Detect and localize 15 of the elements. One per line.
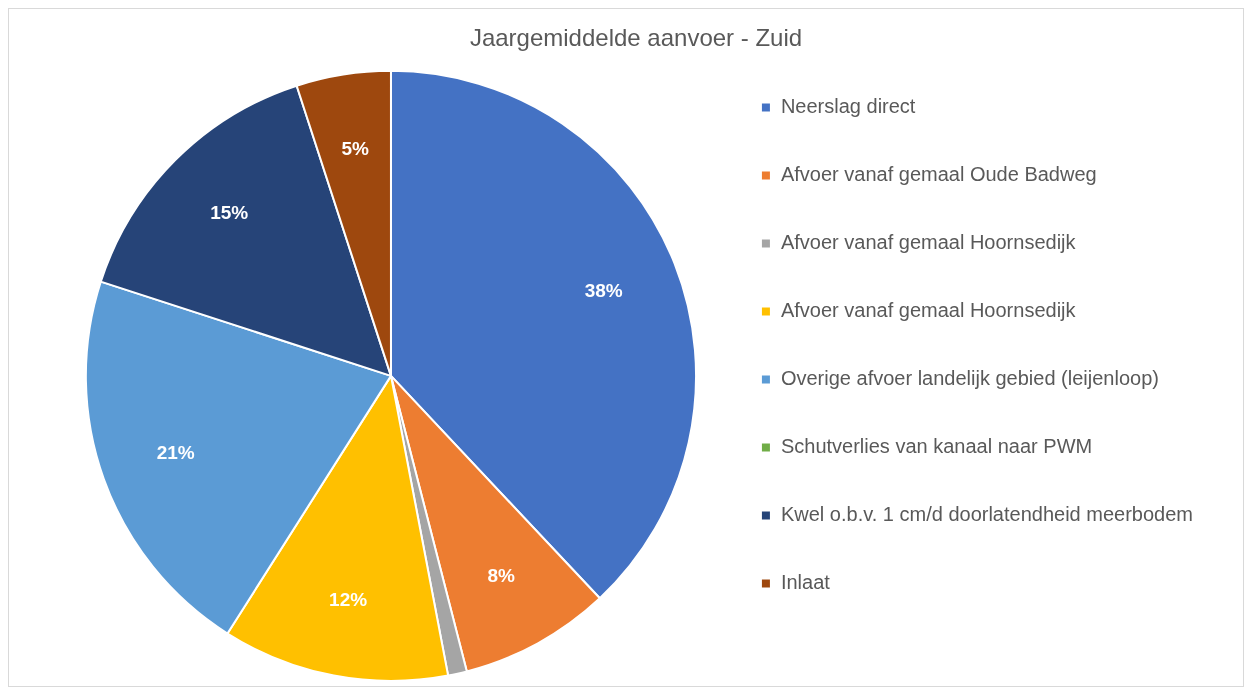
legend-label: Inlaat [780,571,831,594]
legend-label: Afvoer vanaf gemaal Oude Badweg [780,163,1097,186]
legend-label: Kwel o.b.v. 1 cm/d doorlatendheid meerbodem [780,503,1194,526]
legend-label: Schutverlies van kanaal naar PWM [780,435,1093,458]
data-label: 12% [329,588,368,610]
legend-label: Neerslag direct [780,95,916,118]
data-label: 38% [584,279,623,301]
data-label: 5% [341,138,369,160]
legend-label: Afvoer vanaf gemaal Hoornsedijk [780,299,1077,322]
data-label: 8% [487,564,516,586]
legend-label: Overige afvoer landelijk gebied (leijenloop) [780,367,1159,390]
chart-title: Jaargemiddelde aanvoer - Zuid [469,24,803,52]
data-label: 21% [156,441,195,463]
data-label: 15% [210,202,249,224]
legend-label: Afvoer vanaf gemaal Hoornsedijk [780,231,1077,254]
